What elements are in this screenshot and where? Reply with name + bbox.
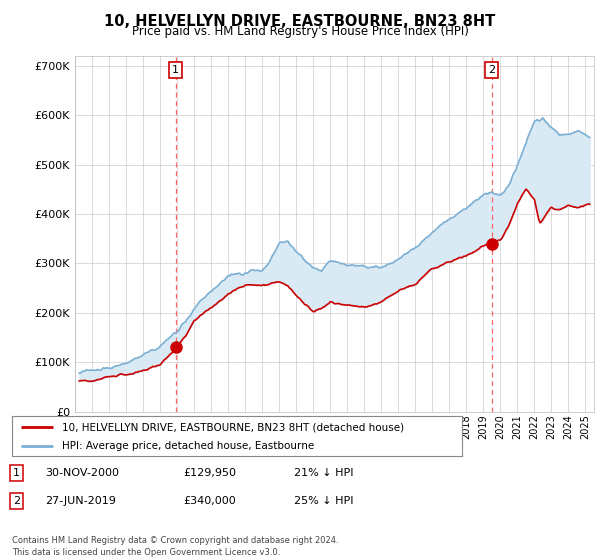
Text: 2: 2 bbox=[488, 65, 495, 75]
Text: Price paid vs. HM Land Registry's House Price Index (HPI): Price paid vs. HM Land Registry's House … bbox=[131, 25, 469, 38]
Text: 2: 2 bbox=[13, 496, 20, 506]
Text: £340,000: £340,000 bbox=[183, 496, 236, 506]
Text: 30-NOV-2000: 30-NOV-2000 bbox=[45, 468, 119, 478]
Text: 1: 1 bbox=[13, 468, 20, 478]
Text: Contains HM Land Registry data © Crown copyright and database right 2024.
This d: Contains HM Land Registry data © Crown c… bbox=[12, 536, 338, 557]
Text: 10, HELVELLYN DRIVE, EASTBOURNE, BN23 8HT: 10, HELVELLYN DRIVE, EASTBOURNE, BN23 8H… bbox=[104, 14, 496, 29]
Text: 10, HELVELLYN DRIVE, EASTBOURNE, BN23 8HT (detached house): 10, HELVELLYN DRIVE, EASTBOURNE, BN23 8H… bbox=[62, 422, 404, 432]
Text: 25% ↓ HPI: 25% ↓ HPI bbox=[294, 496, 353, 506]
Text: HPI: Average price, detached house, Eastbourne: HPI: Average price, detached house, East… bbox=[62, 441, 314, 451]
Text: 27-JUN-2019: 27-JUN-2019 bbox=[45, 496, 116, 506]
Text: 21% ↓ HPI: 21% ↓ HPI bbox=[294, 468, 353, 478]
Text: £129,950: £129,950 bbox=[183, 468, 236, 478]
Text: 1: 1 bbox=[172, 65, 179, 75]
